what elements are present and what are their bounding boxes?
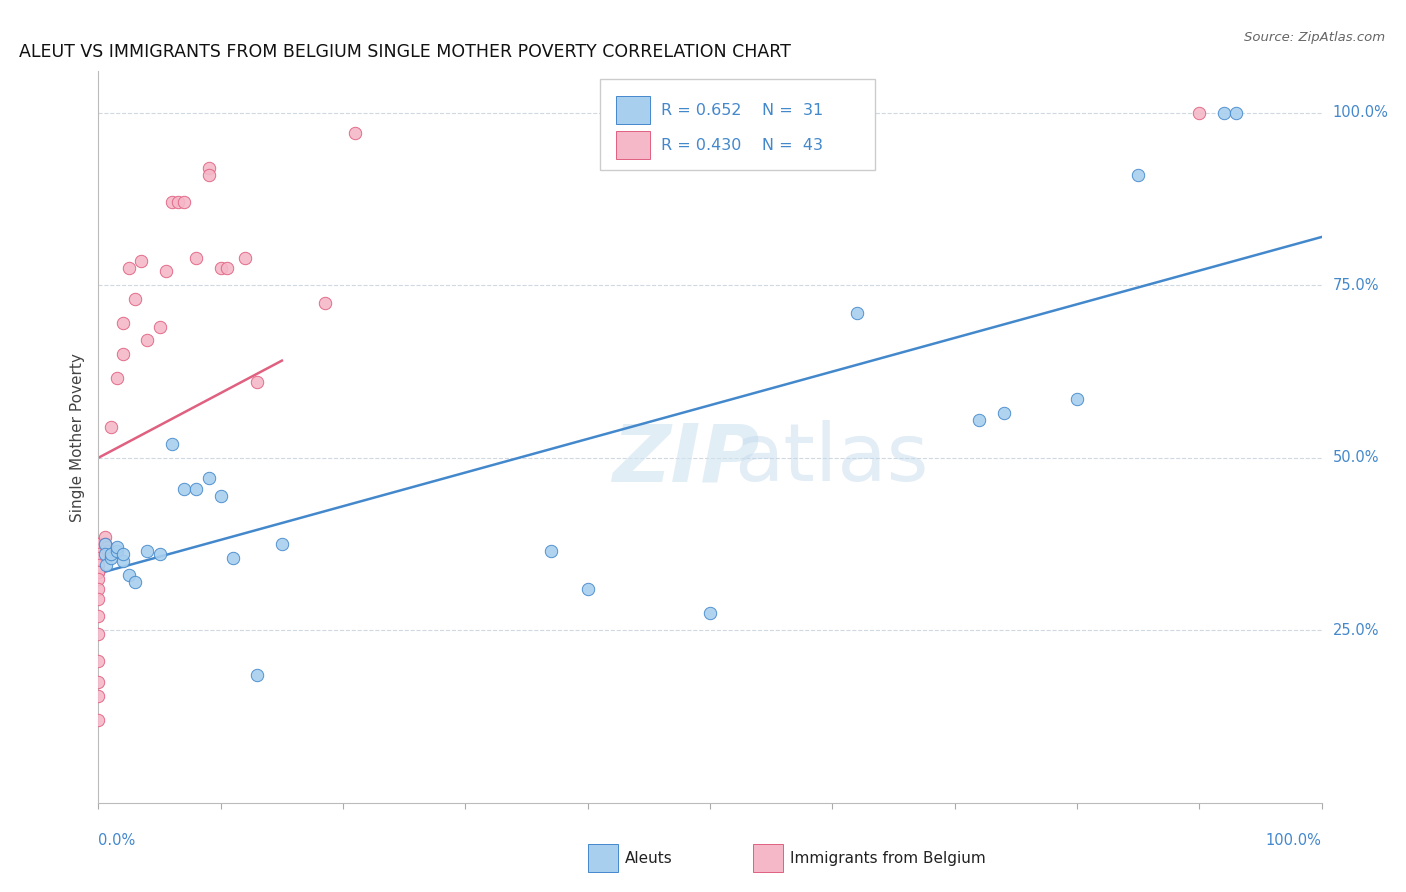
Point xyxy=(209,489,232,503)
Text: R = 0.652    N =  31: R = 0.652 N = 31 xyxy=(661,103,824,118)
Point xyxy=(124,574,146,589)
Point xyxy=(87,537,110,551)
Point xyxy=(129,254,152,268)
Point xyxy=(87,558,110,572)
Point xyxy=(160,195,183,210)
Point xyxy=(105,544,128,558)
Text: 50.0%: 50.0% xyxy=(1333,450,1379,466)
Point xyxy=(186,251,208,265)
Text: atlas: atlas xyxy=(734,420,929,498)
Point xyxy=(845,306,868,320)
Point xyxy=(100,548,122,562)
Point xyxy=(222,550,245,565)
Text: ALEUT VS IMMIGRANTS FROM BELGIUM SINGLE MOTHER POVERTY CORRELATION CHART: ALEUT VS IMMIGRANTS FROM BELGIUM SINGLE … xyxy=(18,44,790,62)
Point xyxy=(270,537,294,551)
Point xyxy=(118,260,141,275)
FancyBboxPatch shape xyxy=(752,845,783,872)
Point xyxy=(233,251,256,265)
Point xyxy=(246,668,269,682)
Point xyxy=(105,371,128,385)
Point xyxy=(93,548,115,562)
Point xyxy=(87,572,110,586)
Text: Source: ZipAtlas.com: Source: ZipAtlas.com xyxy=(1244,31,1385,45)
Point xyxy=(87,548,110,562)
Point xyxy=(87,609,110,624)
FancyBboxPatch shape xyxy=(616,131,650,159)
Point xyxy=(97,544,120,558)
Point xyxy=(209,260,232,275)
Point xyxy=(93,530,115,544)
Point xyxy=(105,541,128,555)
Text: 25.0%: 25.0% xyxy=(1333,623,1379,638)
Point xyxy=(197,161,219,175)
Point xyxy=(967,413,990,427)
Text: R = 0.430    N =  43: R = 0.430 N = 43 xyxy=(661,137,823,153)
Point xyxy=(699,606,721,620)
Point xyxy=(576,582,599,596)
Point xyxy=(111,347,134,361)
Point xyxy=(344,127,367,141)
Point xyxy=(167,195,190,210)
Point xyxy=(136,334,159,348)
FancyBboxPatch shape xyxy=(616,96,650,124)
Point xyxy=(96,541,118,555)
Point xyxy=(155,264,177,278)
Point xyxy=(1066,392,1088,406)
Point xyxy=(93,537,115,551)
Point xyxy=(124,292,146,306)
Point xyxy=(87,713,110,727)
Point xyxy=(111,316,134,330)
Point xyxy=(149,548,172,562)
Y-axis label: Single Mother Poverty: Single Mother Poverty xyxy=(70,352,86,522)
Text: 100.0%: 100.0% xyxy=(1265,833,1322,848)
Point xyxy=(87,626,110,640)
Point xyxy=(246,375,269,389)
Point xyxy=(87,537,110,551)
Text: ZIP: ZIP xyxy=(612,420,759,498)
Point xyxy=(1188,105,1211,120)
Point xyxy=(87,654,110,668)
FancyBboxPatch shape xyxy=(588,845,619,872)
Point xyxy=(197,168,219,182)
Text: 100.0%: 100.0% xyxy=(1333,105,1389,120)
Point xyxy=(160,437,183,451)
Text: Immigrants from Belgium: Immigrants from Belgium xyxy=(790,851,986,866)
Point xyxy=(87,565,110,579)
Point xyxy=(1225,105,1247,120)
Point xyxy=(149,319,172,334)
Point xyxy=(87,689,110,703)
Point xyxy=(1212,105,1234,120)
Point xyxy=(118,568,141,582)
Point xyxy=(173,482,195,496)
Point xyxy=(87,582,110,596)
Point xyxy=(173,195,195,210)
Point xyxy=(197,471,219,485)
Point xyxy=(111,548,134,562)
Text: Aleuts: Aleuts xyxy=(624,851,672,866)
Point xyxy=(314,295,336,310)
Point xyxy=(87,592,110,607)
Text: 75.0%: 75.0% xyxy=(1333,277,1379,293)
Point xyxy=(136,544,159,558)
Point xyxy=(993,406,1015,420)
Point xyxy=(87,675,110,690)
Point xyxy=(94,558,117,572)
Point xyxy=(1128,168,1150,182)
Point xyxy=(87,550,110,565)
Point xyxy=(87,565,110,579)
Point xyxy=(215,260,238,275)
Text: 0.0%: 0.0% xyxy=(98,833,135,848)
FancyBboxPatch shape xyxy=(600,78,875,170)
Point xyxy=(111,554,134,568)
Point xyxy=(100,419,122,434)
Point xyxy=(100,550,122,565)
Point xyxy=(93,537,115,551)
Point xyxy=(186,482,208,496)
Point xyxy=(540,544,562,558)
